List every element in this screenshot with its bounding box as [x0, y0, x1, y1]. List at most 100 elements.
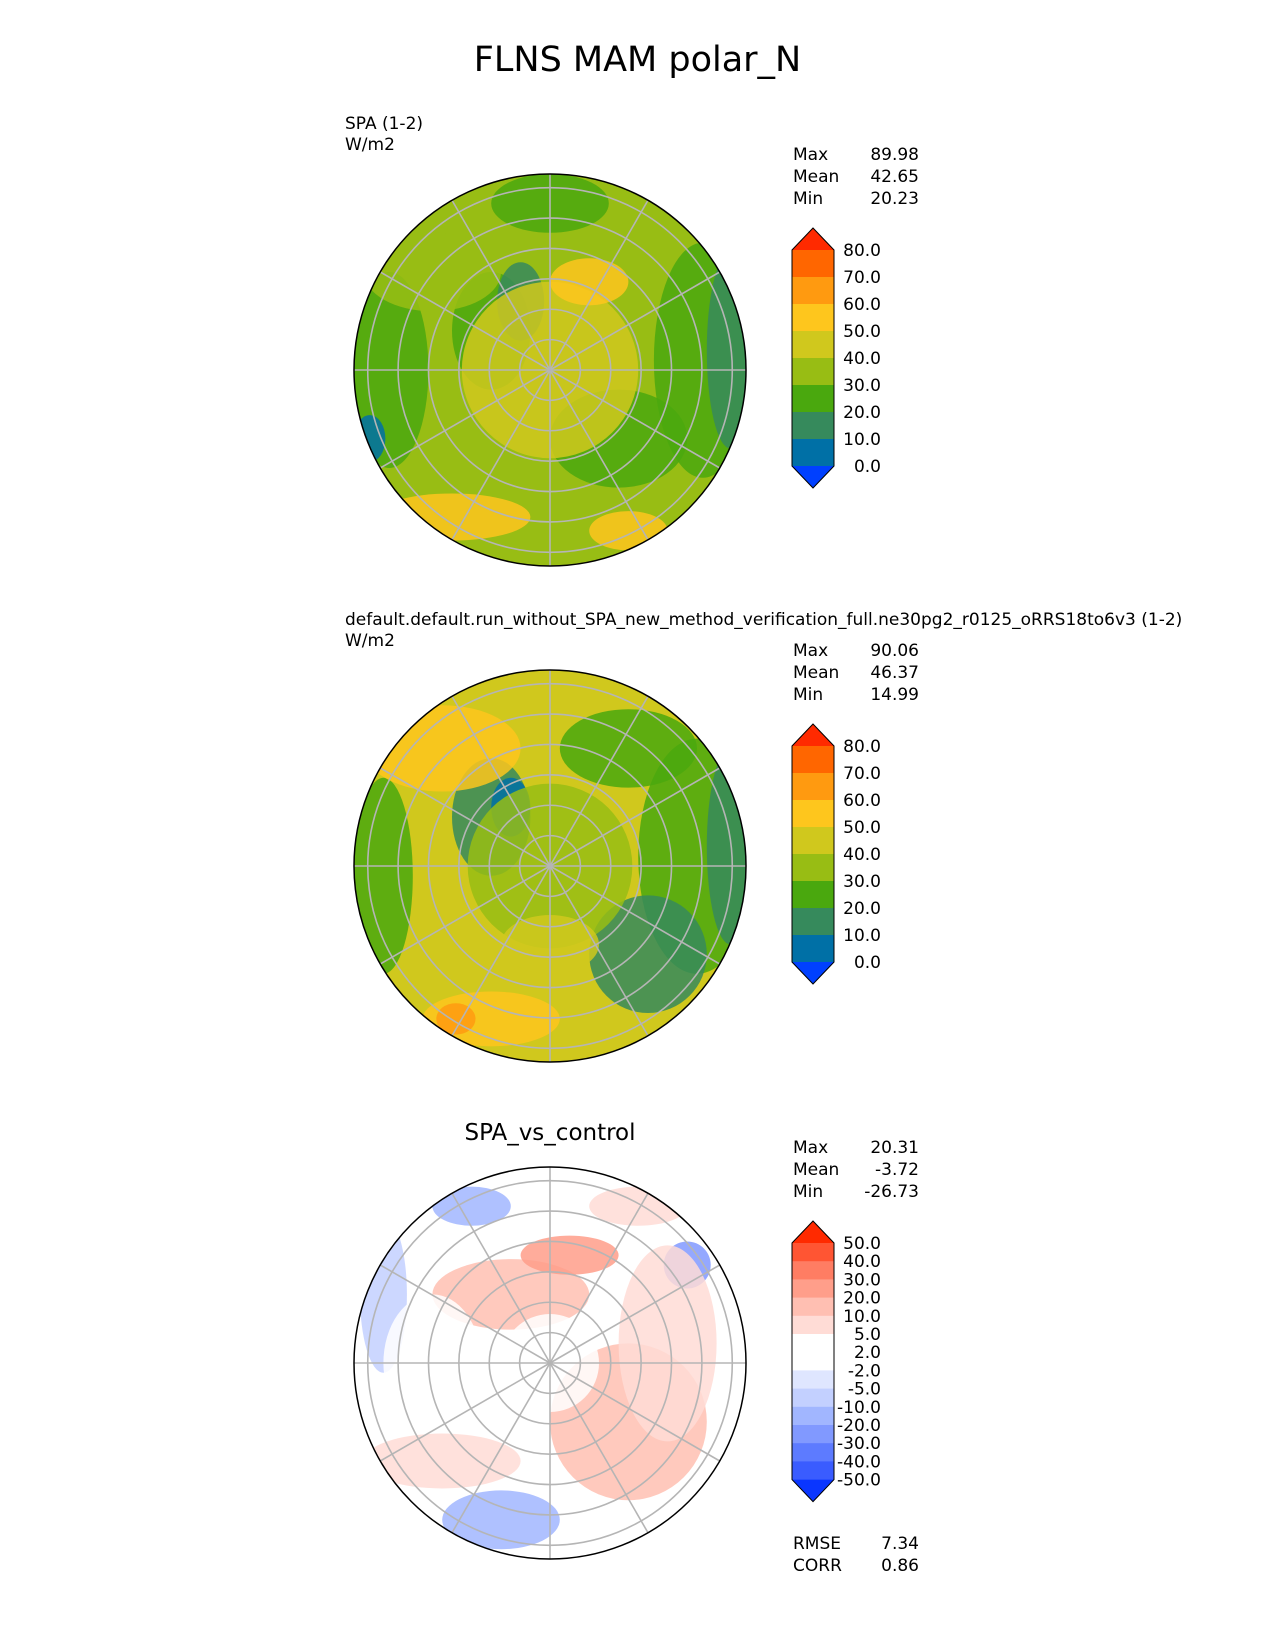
meridian-line — [549, 865, 721, 965]
colorbar-outline — [791, 227, 835, 489]
colorbar-segment — [792, 1334, 834, 1353]
colorbar-segment — [792, 1479, 834, 1502]
panel-3-metrics: RMSE 7.34 CORR 0.86 — [793, 1533, 919, 1577]
meridian-line — [549, 1362, 649, 1534]
map-boundary — [353, 1166, 747, 1560]
colorbar-segment — [792, 466, 834, 488]
colorbar-segment — [792, 1388, 834, 1408]
meridian-line — [379, 865, 551, 965]
meridian-line — [549, 1264, 721, 1364]
meridian-line — [451, 865, 551, 1037]
colorbar-segment — [792, 439, 834, 467]
colorbar-segment — [792, 1221, 834, 1243]
colorbar-tick-label: 30.0 — [843, 1270, 881, 1290]
map-region — [706, 252, 746, 449]
colorbar-tick-label: 0.0 — [854, 457, 881, 477]
colorbar-segment — [792, 1243, 834, 1262]
colorbar-tick-label: -5.0 — [848, 1380, 881, 1400]
meridian-line — [379, 1362, 551, 1462]
map-region — [618, 1245, 717, 1442]
colorbar-tick-label: 20.0 — [843, 403, 881, 423]
colorbar-segment — [792, 908, 834, 936]
colorbar-tick-label: 40.0 — [843, 845, 881, 865]
colorbar-segment — [792, 827, 834, 855]
panel-2-units: W/m2 — [345, 631, 395, 651]
meridian-line — [549, 865, 649, 1037]
colorbar-tick-label: 10.0 — [843, 430, 881, 450]
stat-mean: Mean 46.37 — [793, 663, 919, 683]
map-boundary — [353, 669, 747, 1063]
colorbar-tick-label: -20.0 — [837, 1416, 881, 1436]
panel-2-colorbar: 80.0 70.0 60.0 50.0 40.0 30.0 20.0 10.0 0.0 — [791, 723, 881, 985]
colorbar-segment — [792, 1443, 834, 1462]
colorbar-tick-label: 20.0 — [843, 899, 881, 919]
colorbar-segment — [792, 1425, 834, 1444]
map-region — [363, 232, 501, 312]
colorbar-segment — [792, 331, 834, 359]
meridian-line — [549, 695, 649, 867]
stat-max: Max 20.31 — [793, 1138, 919, 1158]
colorbar-segment — [792, 1406, 834, 1426]
colorbar-segment — [792, 854, 834, 882]
panel-1-stats: Max 89.98 Mean 42.65 Min 20.23 — [793, 144, 919, 210]
meridian-line — [549, 1362, 721, 1462]
meridian-line — [379, 271, 551, 371]
colorbar-segment — [792, 773, 834, 801]
colorbar-segment — [792, 1261, 834, 1280]
colorbar-tick-label: 30.0 — [843, 376, 881, 396]
colorbar-tick-label: 60.0 — [843, 791, 881, 811]
meridian-line — [379, 1264, 551, 1364]
colorbar-segment — [792, 1370, 834, 1390]
colorbar-segment — [792, 412, 834, 440]
colorbar-segment — [792, 962, 834, 984]
panel-3-map — [353, 1166, 747, 1560]
map-region — [559, 709, 697, 788]
colorbar-tick-label: -10.0 — [837, 1398, 881, 1418]
colorbar-tick-label: 60.0 — [843, 295, 881, 315]
colorbar-tick-label: -2.0 — [848, 1361, 881, 1381]
metric-rmse: RMSE 7.34 — [793, 1534, 919, 1554]
meridian-line — [549, 1192, 649, 1364]
colorbar-outline — [791, 1220, 835, 1503]
colorbar-outline — [791, 723, 835, 985]
panel-3-colorbar: 50.040.030.020.010.05.02.0-2.0-5.0-10.0-… — [791, 1220, 881, 1503]
colorbar-tick-label: -40.0 — [837, 1452, 881, 1472]
map-region — [354, 777, 413, 974]
panel-1-units: W/m2 — [345, 135, 395, 155]
meridian-line — [549, 767, 721, 867]
meridian-line — [549, 369, 649, 541]
map-region — [550, 258, 629, 306]
colorbar-segment — [792, 1461, 834, 1481]
panel-1-name: SPA (1-2) — [345, 114, 424, 134]
colorbar-segment — [792, 800, 834, 828]
panel-2-label: default.default.run_without_SPA_new_meth… — [345, 610, 1182, 652]
colorbar-segment — [792, 250, 834, 278]
colorbar-segment — [792, 746, 834, 774]
colorbar-tick-label: 10.0 — [843, 926, 881, 946]
panel-2-map — [353, 669, 747, 1063]
meridian-line — [451, 1362, 551, 1534]
meridian-line — [549, 199, 649, 371]
panel-1-colorbar: 80.0 70.0 60.0 50.0 40.0 30.0 20.0 10.0 0.0 — [791, 227, 881, 489]
stat-min: Min 20.23 — [793, 189, 919, 209]
colorbar-segment — [792, 1315, 834, 1335]
colorbar-tick-label: 70.0 — [843, 764, 881, 784]
meridian-line — [549, 271, 721, 371]
metric-corr: CORR 0.86 — [793, 1556, 919, 1576]
meridian-line — [451, 369, 551, 541]
map-region — [442, 1490, 560, 1550]
colorbar-segment — [792, 304, 834, 332]
map-region — [432, 1186, 511, 1226]
stat-min: Min -26.73 — [793, 1182, 919, 1202]
colorbar-tick-label: 50.0 — [843, 818, 881, 838]
colorbar-segment — [792, 277, 834, 305]
colorbar-segment — [792, 1279, 834, 1299]
map-region — [520, 1235, 619, 1275]
map-boundary — [353, 173, 747, 567]
figure-title: FLNS MAM polar_N — [473, 40, 802, 80]
colorbar-tick-label: 2.0 — [854, 1343, 881, 1363]
map-region — [706, 748, 746, 945]
colorbar-segment — [792, 881, 834, 909]
colorbar-tick-label: 80.0 — [843, 737, 881, 757]
meridian-line — [549, 369, 721, 469]
